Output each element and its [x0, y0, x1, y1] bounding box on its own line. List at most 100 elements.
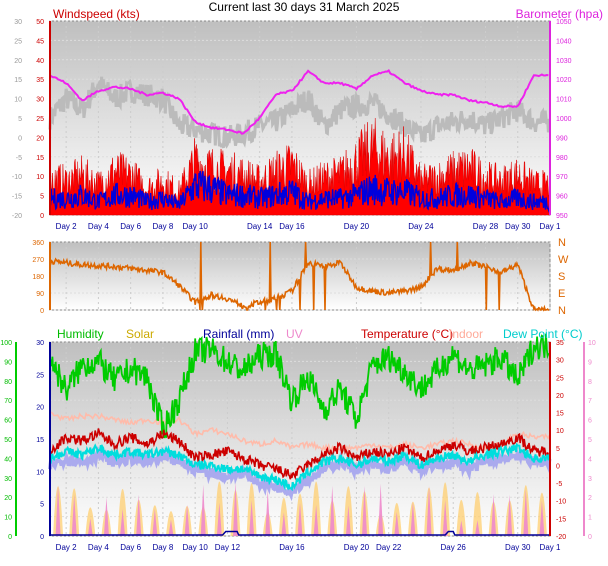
wind-x-tick-label: Day 8	[152, 222, 173, 231]
windspeed-tick-label: 5	[40, 194, 44, 201]
rainfall-tick-label: 5	[40, 502, 44, 509]
wind-x-tick-label: Day 14	[247, 222, 273, 231]
outer-tick-label: 15	[14, 77, 22, 84]
windspeed-tick-label: 15	[36, 155, 44, 162]
wind-direction-series	[49, 241, 550, 312]
temperature-tick-label: 15	[556, 411, 564, 418]
uv-peak	[329, 485, 335, 536]
uv-peak	[232, 481, 238, 536]
wind-x-tick-label: Day 1	[540, 222, 561, 231]
uv-peak	[442, 499, 448, 536]
uv-peak	[55, 485, 61, 536]
temperature-x-tick-label: Day 20	[344, 543, 370, 552]
humidity-tick-label: 30	[4, 476, 12, 483]
rainfall-series	[50, 530, 550, 536]
compass-label: S	[558, 271, 565, 283]
uv-peak	[313, 504, 319, 536]
temperature-x-tick-label: Day 30	[505, 543, 531, 552]
rainfall-tick-label: 0	[40, 534, 44, 541]
uv-peak	[345, 505, 351, 536]
uv-peak	[168, 519, 174, 536]
barometer-tick-label: 1030	[556, 58, 572, 65]
dewpoint-series	[49, 442, 551, 492]
direction-tick-label: 270	[32, 257, 44, 264]
rainfall-tick-label: 30	[36, 340, 44, 347]
uv-peak	[136, 494, 142, 536]
temperature-tick-label: -20	[556, 534, 566, 541]
wind-direction-shadow-series	[48, 76, 551, 149]
barometer-tick-label: 970	[556, 174, 568, 181]
temperature-tick-label: 25	[556, 375, 564, 382]
humidity-tick-label: 80	[4, 379, 12, 386]
uv-peak	[474, 520, 480, 536]
uv-peak	[507, 494, 513, 536]
direction-tick-label: 90	[36, 291, 44, 298]
temperature-tick-label: -5	[556, 481, 562, 488]
temperature-tick-label: 30	[556, 358, 564, 365]
temperature-x-tick-label: Day 6	[120, 543, 141, 552]
temperature-x-tick-label: Day 8	[152, 543, 173, 552]
outer-tick-label: 25	[14, 38, 22, 45]
outer-tick-label: 5	[18, 116, 22, 123]
windspeed-tick-label: 35	[36, 77, 44, 84]
indoor-label: Indoor	[449, 327, 483, 341]
rainfall-tick-label: 10	[36, 469, 44, 476]
wind-panel-axes: 0 5 10 15 20 25 30 35 40 45 50 -20 -15 -10 -5 0 5 10 15 20 2…	[12, 19, 572, 231]
solar-label: Solar	[126, 327, 154, 341]
dewpoint-band-series	[48, 445, 552, 502]
uv-tick-label: 6	[588, 418, 592, 425]
page-title: Current last 30 days 31 March 2025	[209, 0, 400, 14]
direction-tick-label: 180	[32, 274, 44, 281]
barometer-axis-label: Barometer (hpa)	[516, 7, 603, 21]
temperature-x-tick-label: Day 26	[441, 543, 467, 552]
temperature-x-tick-label: Day 2	[56, 543, 77, 552]
humidity-tick-label: 60	[4, 418, 12, 425]
barometer-series	[49, 69, 549, 135]
wind-x-tick-label: Day 24	[408, 222, 434, 231]
uv-peak	[378, 483, 384, 536]
uv-tick-label: 10	[588, 340, 596, 347]
barometer-tick-label: 990	[556, 135, 568, 142]
uv-tick-label: 3	[588, 476, 592, 483]
uv-tick-label: 9	[588, 359, 592, 366]
temperature-panel-series	[48, 333, 552, 536]
wind-x-tick-label: Day 6	[120, 222, 141, 231]
temperature-x-tick-label: Day 10	[182, 543, 208, 552]
humidity-tick-label: 90	[4, 359, 12, 366]
rainfall-tick-label: 15	[36, 437, 44, 444]
outer-tick-label: 20	[14, 58, 22, 65]
solar-peak	[472, 492, 483, 536]
direction-tick-label: 360	[32, 240, 44, 247]
barometer-tick-label: 1040	[556, 38, 572, 45]
temperature-tick-label: 5	[556, 446, 560, 453]
windspeed-tick-label: 0	[40, 213, 44, 220]
temperature-x-tick-label: Day 1	[540, 543, 561, 552]
temperature-x-tick-label: Day 12	[215, 543, 241, 552]
rainfall-tick-label: 25	[36, 372, 44, 379]
outer-tick-label: -10	[12, 174, 22, 181]
temperature-x-tick-label: Day 4	[88, 543, 109, 552]
temperature-x-tick-label: Day 16	[279, 543, 305, 552]
wind-x-tick-label: Day 4	[88, 222, 109, 231]
uv-peak	[71, 494, 77, 536]
compass-label: N	[558, 237, 566, 249]
barometer-tick-label: 1020	[556, 77, 572, 84]
temperature-tick-label: 35	[556, 340, 564, 347]
uv-tick-label: 2	[588, 495, 592, 502]
solar-peak	[456, 499, 467, 536]
barometer-tick-label: 980	[556, 155, 568, 162]
temperature-tick-label: -15	[556, 516, 566, 523]
temperature-x-tick-label: Day 22	[376, 543, 402, 552]
uv-peak	[458, 520, 464, 536]
windspeed-tick-label: 45	[36, 38, 44, 45]
temperature-tick-label: -10	[556, 499, 566, 506]
compass-label: E	[558, 288, 565, 300]
uv-peak	[394, 511, 400, 536]
wind-x-tick-label: Day 10	[182, 222, 208, 231]
rainfall-tick-label: 20	[36, 405, 44, 412]
uv-peak	[184, 504, 190, 536]
windspeed-axis-label: Windspeed (kts)	[53, 7, 140, 21]
uv-peak	[120, 509, 126, 536]
